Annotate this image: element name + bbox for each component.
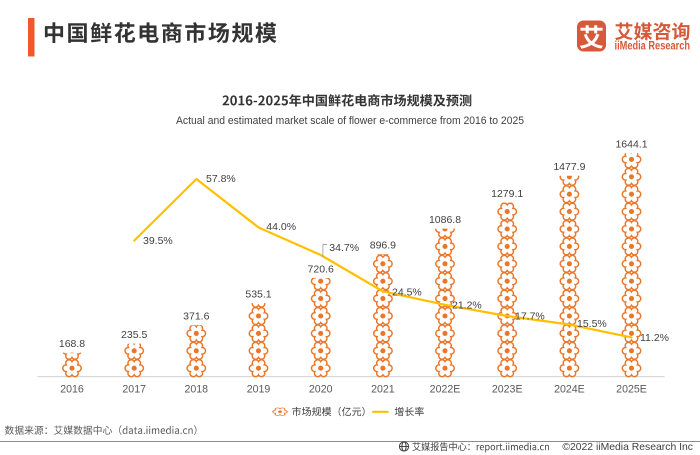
svg-text:1086.8: 1086.8	[429, 214, 461, 226]
svg-text:2019: 2019	[247, 383, 271, 395]
svg-text:57.8%: 57.8%	[206, 173, 236, 185]
svg-text:720.6: 720.6	[308, 263, 334, 275]
svg-text:2018: 2018	[185, 383, 209, 395]
svg-text:2022E: 2022E	[430, 383, 461, 395]
svg-text:168.8: 168.8	[59, 338, 85, 350]
svg-text:2016: 2016	[60, 383, 84, 395]
svg-text:15.5%: 15.5%	[577, 318, 607, 330]
svg-text:44.0%: 44.0%	[266, 221, 296, 233]
svg-text:Actual and estimated market sc: Actual and estimated market scale of flo…	[176, 115, 524, 127]
svg-text:17.7%: 17.7%	[515, 311, 545, 323]
svg-text:24.5%: 24.5%	[392, 287, 422, 299]
svg-text:371.6: 371.6	[183, 311, 209, 323]
svg-text:896.9: 896.9	[370, 240, 396, 252]
svg-text:2025E: 2025E	[616, 383, 647, 395]
svg-text:2020: 2020	[309, 383, 333, 395]
svg-text:2017: 2017	[122, 383, 146, 395]
svg-text:©2022 iiMedia Research Inc: ©2022 iiMedia Research Inc	[562, 442, 693, 453]
svg-text:21.2%: 21.2%	[452, 299, 482, 311]
svg-text:11.2%: 11.2%	[640, 332, 669, 344]
svg-text:34.7%: 34.7%	[329, 242, 359, 254]
svg-text:1644.1: 1644.1	[615, 139, 647, 151]
svg-text:2024E: 2024E	[554, 383, 585, 395]
svg-text:1279.1: 1279.1	[491, 188, 523, 200]
svg-text:235.5: 235.5	[121, 329, 147, 341]
svg-text:2021: 2021	[371, 383, 395, 395]
svg-text:iiMedia Research: iiMedia Research	[615, 41, 691, 53]
svg-text:1477.9: 1477.9	[553, 161, 585, 173]
svg-text:535.1: 535.1	[245, 289, 271, 301]
svg-text:2023E: 2023E	[492, 383, 523, 395]
svg-text:39.5%: 39.5%	[143, 235, 173, 247]
